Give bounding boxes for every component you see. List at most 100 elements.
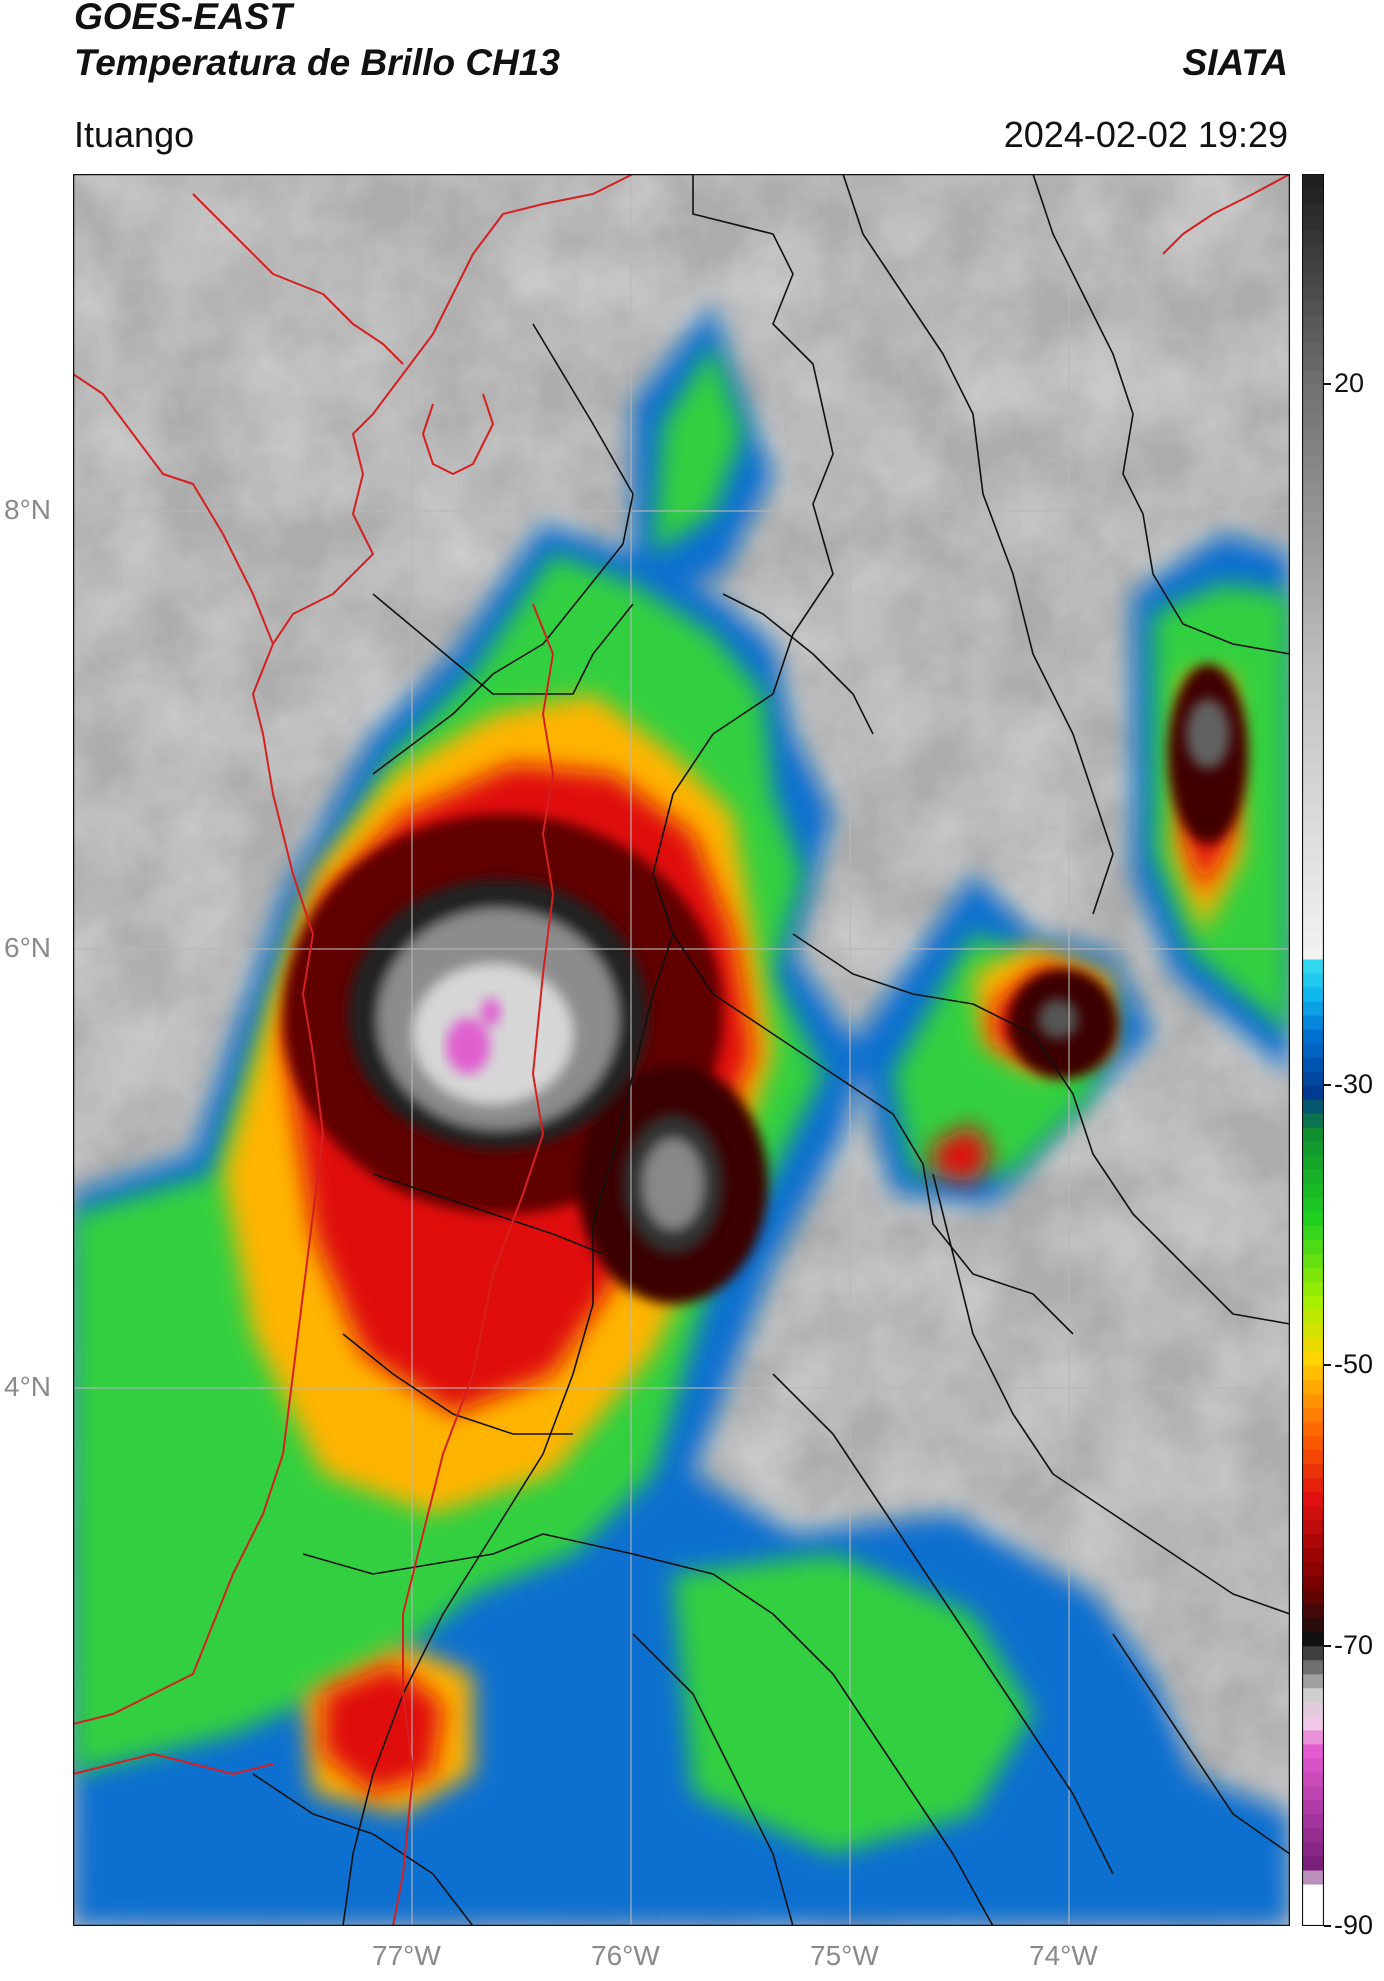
colorbar-segment xyxy=(1302,692,1324,708)
colorbar-segment xyxy=(1302,1127,1324,1142)
colorbar-segment xyxy=(1302,384,1324,399)
colorbar-segment xyxy=(1302,594,1324,610)
colorbar-segment xyxy=(1302,300,1324,315)
colorbar-segment xyxy=(1302,1589,1324,1605)
colorbar-segment xyxy=(1302,650,1324,666)
colorbar-segment xyxy=(1302,580,1324,596)
colorbar-segment xyxy=(1302,1533,1324,1549)
colorbar-segment xyxy=(1302,1519,1324,1535)
colorbar-segment xyxy=(1302,398,1324,413)
colorbar-segment xyxy=(1302,188,1324,203)
colorbar-tick-mark xyxy=(1324,1084,1331,1087)
colorbar-segment xyxy=(1302,888,1324,904)
lon-label-74w: 74°W xyxy=(1029,1940,1098,1971)
colorbar-segment xyxy=(1302,1491,1324,1507)
lon-label-76w: 76°W xyxy=(591,1940,660,1971)
colorbar-segment xyxy=(1302,202,1324,217)
colorbar-segment xyxy=(1302,1337,1324,1352)
convective-systems xyxy=(73,304,1290,1926)
country-borders xyxy=(73,174,1290,1926)
colorbar-segment xyxy=(1302,1617,1324,1633)
colorbar-segment xyxy=(1302,440,1324,455)
colorbar-segment xyxy=(1302,734,1324,750)
colorbar-segment xyxy=(1302,636,1324,652)
colorbar-segment xyxy=(1302,664,1324,680)
satellite-map[interactable] xyxy=(73,174,1290,1926)
colorbar-segment xyxy=(1302,370,1324,385)
colorbar-segment xyxy=(1302,1435,1324,1451)
colorbar-segment xyxy=(1302,1785,1324,1801)
lat-label-6n: 6°N xyxy=(4,932,51,963)
colorbar-segment xyxy=(1302,1575,1324,1591)
colorbar-segment xyxy=(1302,1687,1324,1703)
colorbar-segment xyxy=(1302,804,1324,820)
colorbar-segment xyxy=(1302,832,1324,848)
colorbar-segment xyxy=(1302,916,1324,932)
colorbar-segment xyxy=(1302,790,1324,806)
colorbar-segment xyxy=(1302,1379,1324,1394)
colorbar-segment xyxy=(1302,356,1324,371)
lon-label-77w: 77°W xyxy=(372,1940,441,1971)
colorbar-segment xyxy=(1302,902,1324,918)
colorbar-segment xyxy=(1302,538,1324,554)
colorbar-segment xyxy=(1302,1561,1324,1577)
colorbar-segment xyxy=(1302,1253,1324,1268)
colorbar-segment xyxy=(1302,874,1324,890)
datetime-label: 2024-02-02 19:29 xyxy=(1003,114,1288,155)
colorbar-segment xyxy=(1302,1743,1324,1759)
colorbar-segment xyxy=(1302,1463,1324,1479)
colorbar-segment xyxy=(1302,1042,1324,1058)
colorbar-segment xyxy=(1302,342,1324,357)
colorbar-segment xyxy=(1302,1505,1324,1521)
colorbar-segment xyxy=(1302,1169,1324,1184)
colorbar-segment xyxy=(1302,1225,1324,1240)
colorbar-tick-label: -30 xyxy=(1334,1069,1374,1100)
colorbar-segment xyxy=(1302,258,1324,273)
colorbar-segment xyxy=(1302,776,1324,792)
colorbar-segment xyxy=(1302,1701,1324,1717)
colorbar-segment xyxy=(1302,1449,1324,1465)
colorbar-segment xyxy=(1302,230,1324,245)
product-title: Temperatura de Brillo CH13 xyxy=(74,42,560,83)
agency-label: SIATA xyxy=(1182,42,1288,83)
colorbar-segment xyxy=(1302,1407,1324,1423)
colorbar-segment xyxy=(1302,524,1324,540)
colorbar-segment xyxy=(1302,1603,1324,1619)
colorbar-segment xyxy=(1302,1211,1324,1226)
colorbar-segment xyxy=(1302,818,1324,834)
colorbar-tick-label: -70 xyxy=(1334,1629,1374,1660)
colorbar-segment xyxy=(1302,1855,1324,1871)
colorbar-segment xyxy=(1302,314,1324,329)
colorbar-segment xyxy=(1302,720,1324,736)
colorbar-segment xyxy=(1302,1155,1324,1170)
colorbar-segment xyxy=(1302,272,1324,287)
colorbar-segment xyxy=(1302,1631,1324,1647)
colorbar-segment xyxy=(1302,1281,1324,1296)
colorbar-segment xyxy=(1302,1099,1324,1114)
colorbar-segment xyxy=(1302,986,1324,1002)
colorbar-segment xyxy=(1302,1141,1324,1156)
colorbar-segment xyxy=(1302,1421,1324,1437)
colorbar-segment xyxy=(1302,1911,1324,1926)
colorbar-segment xyxy=(1302,958,1324,974)
colorbar-segment xyxy=(1302,1757,1324,1773)
colorbar-segment xyxy=(1302,608,1324,624)
colorbar-segment xyxy=(1302,552,1324,568)
colorbar-segment xyxy=(1302,1659,1324,1675)
colorbar-segment xyxy=(1302,1323,1324,1338)
colorbar-segment xyxy=(1302,846,1324,862)
colorbar-segment xyxy=(1302,1827,1324,1843)
colorbar-segment xyxy=(1302,1309,1324,1324)
colorbar-segment xyxy=(1302,174,1324,189)
colorbar-segment xyxy=(1302,1715,1324,1731)
colorbar-segment xyxy=(1302,216,1324,231)
colorbar-segment xyxy=(1302,1085,1324,1100)
colorbar-segment xyxy=(1302,510,1324,525)
colorbar-tick-label: -90 xyxy=(1334,1910,1374,1940)
lat-label-8n: 8°N xyxy=(4,494,51,525)
colorbar-segment xyxy=(1302,468,1324,483)
colorbar-segment xyxy=(1302,1197,1324,1212)
colorbar-segment xyxy=(1302,454,1324,469)
colorbar-segment xyxy=(1302,1393,1324,1409)
colorbar-segment xyxy=(1302,1547,1324,1563)
